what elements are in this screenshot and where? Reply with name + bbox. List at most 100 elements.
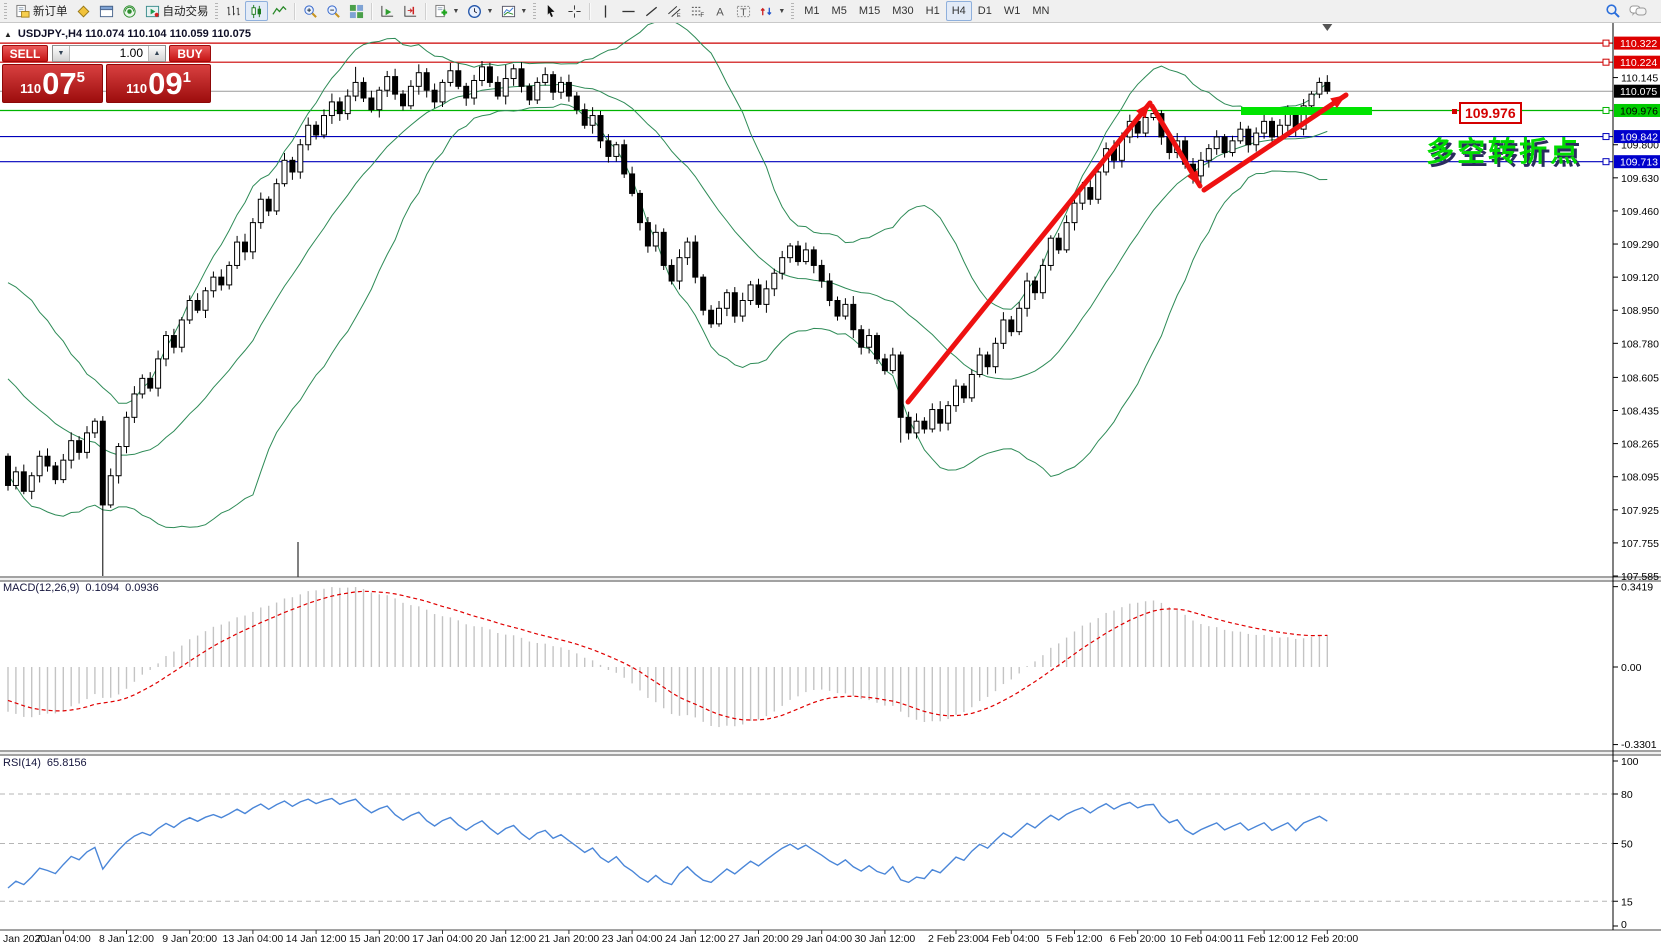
toolbar-grip[interactable]	[4, 2, 7, 20]
buy-button[interactable]: BUY	[169, 45, 211, 62]
timeframe-h4-button[interactable]: H4	[945, 1, 972, 21]
timeframe-d1-button[interactable]: D1	[977, 5, 992, 17]
time-axis-label[interactable]: 6 Feb 20:00	[1110, 933, 1166, 945]
shift-marker[interactable]	[1322, 24, 1333, 31]
zoom-out-button[interactable]	[322, 1, 345, 21]
trend-arrow[interactable]	[905, 100, 1153, 405]
chat-button[interactable]	[1625, 1, 1651, 21]
time-axis-label[interactable]: 21 Jan 20:00	[539, 933, 600, 945]
templates-button[interactable]: ▼	[497, 1, 531, 21]
macd-splitter[interactable]	[0, 578, 1661, 580]
time-axis-label[interactable]: 14 Jan 12:00	[286, 933, 347, 945]
price-tag-handle[interactable]	[1452, 109, 1457, 114]
time-axis-label[interactable]: 10 Feb 04:00	[1170, 933, 1232, 945]
time-axis-label[interactable]: 2 Feb 23:00	[928, 933, 984, 945]
line-chart-button[interactable]	[268, 1, 291, 21]
timeframe-h1-button[interactable]: H1	[925, 5, 940, 17]
candle-body	[550, 74, 557, 93]
timeframe-mn-button[interactable]: MN	[1032, 5, 1050, 17]
line-studies-grip[interactable]	[533, 2, 537, 20]
auto-scroll-button[interactable]	[376, 1, 399, 21]
time-axis-label[interactable]: 9 Jan 20:00	[162, 933, 217, 945]
turning-point-annotation[interactable]: 多空转折点	[1426, 136, 1582, 167]
navigator-button[interactable]	[118, 1, 141, 21]
channel-button[interactable]: E	[663, 1, 686, 21]
timeframe-m30-button[interactable]: M30	[892, 5, 914, 17]
buy-price-box[interactable]: 110 09 1	[106, 64, 211, 103]
time-axis-label[interactable]: 15 Jan 20:00	[349, 933, 410, 945]
price-badge	[1614, 130, 1660, 144]
candle-body	[392, 76, 399, 95]
indicators-button[interactable]: ▼	[430, 1, 464, 21]
time-axis-label[interactable]: 8 Jan 12:00	[99, 933, 154, 945]
zoom-in-button[interactable]	[299, 1, 322, 21]
time-axis-label[interactable]: 4 Feb 04:00	[983, 933, 1039, 945]
level-line-handle[interactable]	[1602, 106, 1610, 114]
candle-chart-button[interactable]	[244, 1, 268, 21]
volume-down-button[interactable]: ▼	[53, 46, 70, 61]
vertical-line-button[interactable]	[594, 1, 617, 21]
timeframes-grip[interactable]	[791, 2, 795, 20]
crosshair-button[interactable]	[563, 1, 586, 21]
text-label-button[interactable]: T	[732, 1, 755, 21]
profiles-button[interactable]	[72, 1, 95, 21]
candle-body	[281, 159, 288, 185]
time-axis-label[interactable]: 27 Jan 20:00	[728, 933, 789, 945]
fibonacci-button[interactable]: F	[686, 1, 709, 21]
candle-body	[1308, 93, 1315, 107]
autotrade-button[interactable]: 自动交易	[141, 1, 213, 21]
time-axis-label[interactable]: 29 Jan 04:00	[791, 933, 852, 945]
timeframe-m5-button[interactable]: M5	[831, 5, 847, 17]
separator	[370, 2, 373, 20]
text-button[interactable]: A	[709, 1, 732, 21]
level-line-handle[interactable]	[1602, 58, 1610, 66]
time-axis-label[interactable]: 23 Jan 04:00	[602, 933, 663, 945]
candle-body	[376, 89, 383, 111]
time-axis-label[interactable]: 5 Feb 12:00	[1046, 933, 1102, 945]
chart-shift-button[interactable]	[399, 1, 422, 21]
time-axis-label[interactable]: 7 Jan 04:00	[36, 933, 91, 945]
charts-toolbar-grip[interactable]	[214, 2, 218, 20]
candle-body	[731, 292, 738, 317]
rsi-splitter[interactable]	[0, 752, 1661, 754]
time-axis-label[interactable]: 24 Jan 12:00	[665, 933, 726, 945]
sell-button[interactable]: SELL	[2, 45, 48, 62]
timeframe-m15-button[interactable]: M15	[858, 5, 881, 17]
time-axis-label[interactable]: 30 Jan 12:00	[855, 933, 916, 945]
bar-chart-button[interactable]	[222, 1, 245, 21]
level-line-handle[interactable]	[1602, 39, 1610, 47]
volume-up-button[interactable]: ▲	[148, 46, 165, 61]
green-highlight-bar[interactable]	[1241, 107, 1372, 115]
level-line-handle[interactable]	[1602, 158, 1610, 166]
periods-button[interactable]: ▼	[463, 1, 497, 21]
time-axis-label[interactable]: 17 Jan 04:00	[412, 933, 473, 945]
panel-collapse-toggle[interactable]: ▲	[4, 29, 12, 39]
candle-body	[842, 303, 849, 317]
price-badge	[1614, 84, 1660, 98]
timeframe-w1-button[interactable]: W1	[1003, 5, 1021, 17]
cursor-button[interactable]	[540, 1, 563, 21]
timeframe-m1-button[interactable]: M1	[804, 5, 820, 17]
new-order-button[interactable]: 新订单	[11, 1, 72, 21]
horizontal-line-button[interactable]	[617, 1, 640, 21]
level-line-handle[interactable]	[1602, 133, 1610, 141]
time-axis-label[interactable]: Jan 2020	[3, 933, 46, 945]
time-axis-label[interactable]: 11 Feb 12:00	[1234, 933, 1295, 945]
trend-arrow[interactable]	[1149, 103, 1203, 189]
candle-body	[28, 475, 35, 492]
volume-input[interactable]: 1.00	[119, 46, 143, 60]
data-window-button[interactable]	[95, 1, 118, 21]
sell-price-box[interactable]: 110 07 5	[2, 64, 103, 103]
price-level-tag[interactable]: 109.976	[1459, 102, 1522, 124]
time-axis-label[interactable]: 20 Jan 12:00	[475, 933, 536, 945]
time-axis-label[interactable]: 13 Jan 04:00	[223, 933, 284, 945]
trendline-button[interactable]	[640, 1, 663, 21]
trend-arrow[interactable]	[1201, 92, 1349, 193]
time-axis-label[interactable]: 12 Feb 20:00	[1296, 933, 1358, 945]
candle-body	[20, 471, 27, 492]
arrows-button[interactable]: ▼	[755, 1, 789, 21]
price-badge-label: 109.976	[1620, 105, 1658, 117]
search-button[interactable]	[1601, 1, 1625, 21]
tile-windows-button[interactable]	[345, 1, 368, 21]
